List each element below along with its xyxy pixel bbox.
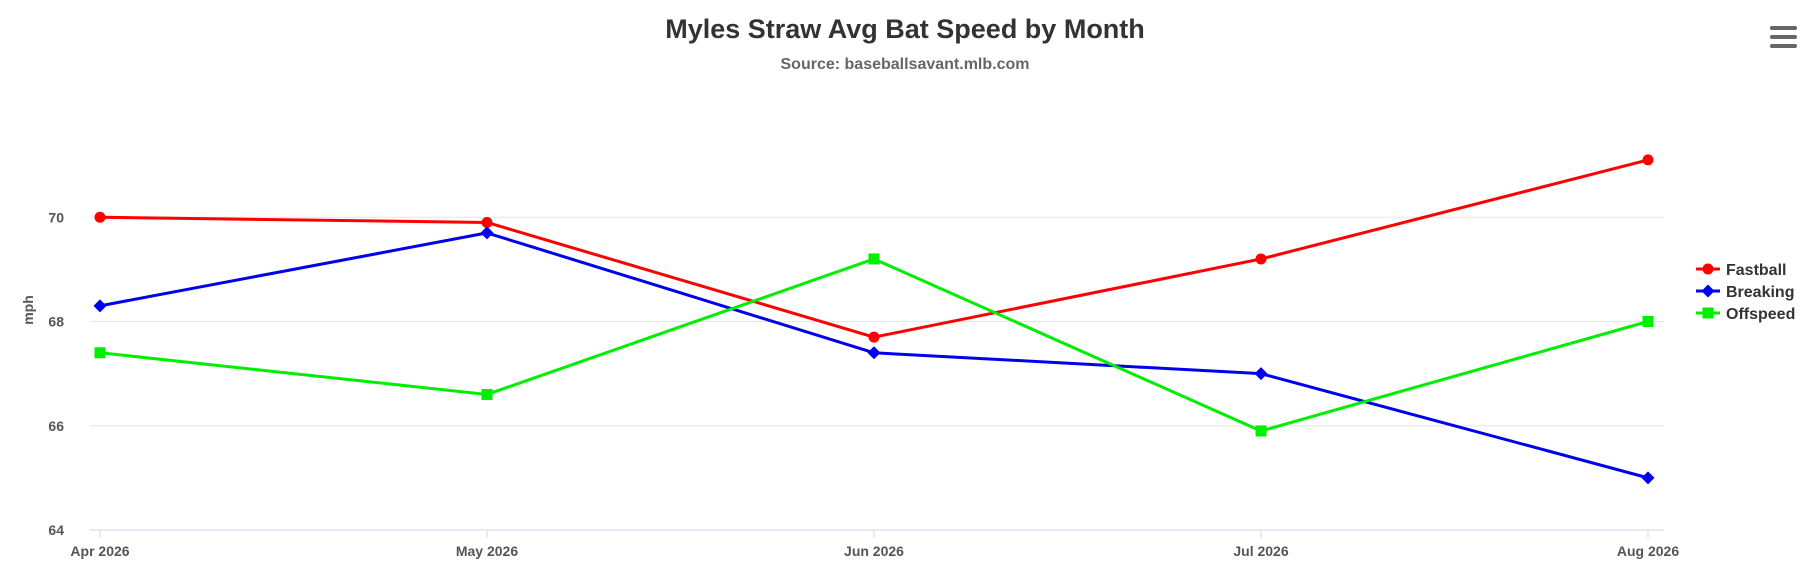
data-point-marker[interactable] — [481, 388, 493, 400]
legend-label: Offspeed — [1726, 306, 1795, 323]
y-tick-label: 70 — [48, 209, 64, 225]
legend[interactable]: Fastball Breaking Offspeed — [1696, 262, 1795, 323]
data-point-marker[interactable] — [480, 226, 494, 240]
data-point-marker[interactable] — [868, 331, 880, 343]
data-point-marker[interactable] — [867, 346, 881, 360]
y-tick-label: 64 — [48, 522, 64, 538]
x-tick-label: Jun 2026 — [844, 543, 904, 559]
x-tick-label: Jul 2026 — [1233, 543, 1288, 559]
legend-item-breaking[interactable]: Breaking — [1696, 284, 1794, 301]
legend-item-offspeed[interactable]: Offspeed — [1696, 306, 1795, 323]
x-tick-label: Apr 2026 — [70, 543, 129, 559]
legend-marker — [1702, 307, 1714, 319]
y-tick-label: 68 — [48, 314, 64, 330]
y-axis-title: mph — [20, 295, 36, 325]
data-point-marker[interactable] — [1255, 253, 1267, 265]
data-point-marker[interactable] — [1642, 154, 1654, 166]
data-point-marker[interactable] — [94, 211, 106, 223]
series-line[interactable] — [99, 158, 1649, 339]
series-offspeed — [94, 253, 1654, 437]
series-fastball — [94, 154, 1654, 343]
x-tick-label: Aug 2026 — [1617, 543, 1679, 559]
data-point-marker[interactable] — [868, 253, 880, 265]
series-group — [93, 154, 1655, 485]
chart-subtitle: Source: baseballsavant.mlb.com — [781, 56, 1030, 73]
data-point-marker[interactable] — [93, 299, 107, 313]
chart-title: Myles Straw Avg Bat Speed by Month — [665, 14, 1145, 44]
data-point-marker[interactable] — [1255, 425, 1267, 437]
hamburger-menu-icon[interactable] — [1770, 22, 1798, 54]
legend-item-fastball[interactable]: Fastball — [1696, 262, 1786, 279]
series-line[interactable] — [99, 257, 1649, 433]
legend-marker — [1702, 263, 1714, 275]
gridlines — [90, 216, 1664, 427]
x-tick-label: May 2026 — [456, 543, 518, 559]
legend-marker — [1701, 284, 1715, 298]
data-point-marker[interactable] — [1641, 471, 1655, 485]
data-point-marker[interactable] — [481, 216, 493, 228]
y-tick-label: 66 — [48, 418, 64, 434]
data-point-marker[interactable] — [1642, 316, 1654, 327]
axes: 64 66 68 70 Apr 2026 May 2026 Jun 2026 Jul 2026… — [48, 209, 1679, 559]
legend-label: Fastball — [1726, 262, 1786, 279]
legend-label: Breaking — [1726, 284, 1794, 301]
series-breaking — [93, 226, 1655, 485]
data-point-marker[interactable] — [94, 347, 106, 359]
data-point-marker[interactable] — [1254, 367, 1268, 381]
